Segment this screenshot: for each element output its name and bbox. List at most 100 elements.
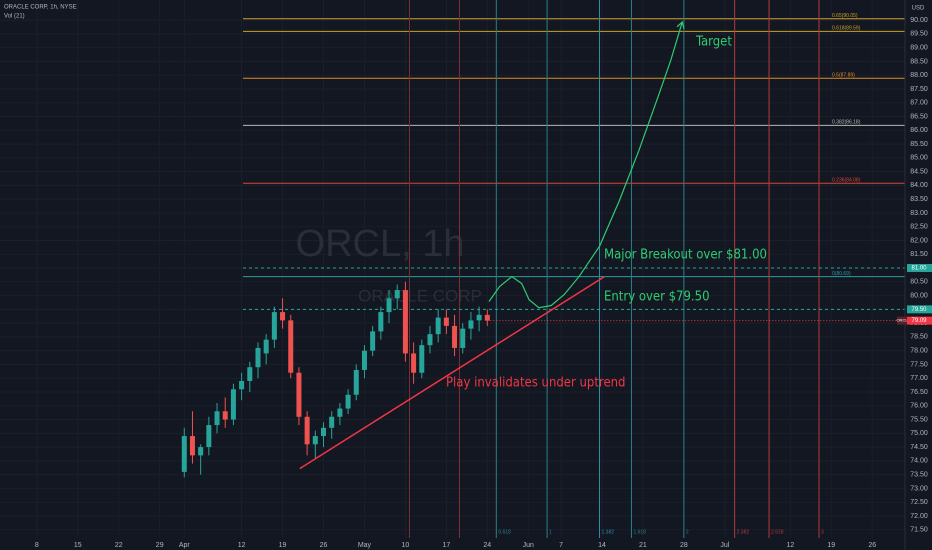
- fib-time-label: 2: [686, 529, 689, 535]
- fib-level-label: 0.5(87.89): [832, 73, 855, 79]
- y-tick-label: 83.50: [910, 196, 928, 203]
- x-tick-label: Jul: [720, 542, 729, 549]
- projection-path: [488, 21, 683, 309]
- price-tag-label: 81.00: [911, 266, 927, 272]
- candle-body: [468, 320, 474, 329]
- x-tick-label: 7: [559, 542, 563, 549]
- candle-body: [435, 317, 441, 335]
- y-tick-label: 72.50: [910, 499, 928, 506]
- x-tick-label: 21: [639, 542, 647, 549]
- y-tick-label: 82.50: [910, 224, 928, 231]
- y-tick-label: 82.00: [910, 237, 928, 244]
- y-tick-label: 90.00: [910, 17, 928, 24]
- candle-body: [214, 411, 220, 426]
- x-tick-label: Jun: [523, 542, 534, 549]
- candle-body: [222, 411, 228, 420]
- x-tick-label: 26: [868, 542, 876, 549]
- y-tick-label: 81.50: [910, 251, 928, 258]
- y-tick-label: 84.00: [910, 182, 928, 189]
- candle-body: [329, 416, 335, 428]
- annotation: Target: [695, 35, 732, 50]
- candle-body: [402, 290, 408, 354]
- candle-body: [386, 298, 392, 313]
- plot: 0.65(90.05) 0.618(89.59) 0.5(87.89) 0.382(8…: [181, 0, 905, 538]
- annotation: Entry over $79.50: [604, 290, 710, 305]
- candle-body: [452, 325, 458, 348]
- candle-body: [312, 436, 318, 445]
- candle-body: [189, 436, 195, 456]
- y-tick-label: 80.50: [910, 279, 928, 286]
- candle-body: [378, 312, 384, 332]
- y-tick-label: 74.50: [910, 444, 928, 451]
- candle-body: [239, 380, 245, 390]
- candle-body: [345, 394, 351, 409]
- y-tick-label: 87.00: [910, 100, 928, 107]
- x-tick-label: 10: [402, 542, 410, 549]
- y-tick-label: 80.00: [910, 292, 928, 299]
- price-tag: [907, 264, 932, 273]
- y-tick-label: 76.50: [910, 389, 928, 396]
- candle-body: [476, 314, 482, 321]
- price-tag-label: 79.50: [911, 307, 927, 313]
- candle-body: [427, 334, 433, 346]
- y-tick-label: 73.50: [910, 471, 928, 478]
- candle-body: [337, 408, 343, 417]
- fib-level-label: 0.382(86.18): [832, 120, 861, 126]
- candle-body: [370, 331, 376, 351]
- price-tag: [907, 316, 932, 325]
- candle-body: [353, 369, 359, 395]
- fib-level-label: 0.65(90.05): [832, 13, 858, 19]
- fib-time-label: 1.618: [633, 529, 646, 535]
- candle-body: [230, 389, 236, 420]
- grid: [0, 0, 905, 538]
- trendline: [299, 275, 605, 470]
- currency: USD: [912, 6, 925, 12]
- candle-body: [271, 312, 277, 340]
- y-tick-label: 83.00: [910, 210, 928, 217]
- candle-body: [419, 345, 425, 373]
- watermark-sub: ORACLE CORP: [358, 286, 482, 305]
- y-tick-label: 84.50: [910, 168, 928, 175]
- fib-time-label: 2.618: [771, 529, 784, 535]
- x-tick-label: 22: [115, 542, 123, 549]
- candle-body: [296, 372, 302, 417]
- candle-body: [321, 427, 327, 437]
- y-tick-label: 87.50: [910, 86, 928, 93]
- candle-body: [288, 320, 294, 373]
- projection-arrowhead: [676, 20, 685, 29]
- y-tick-label: 89.50: [910, 31, 928, 38]
- y-tick-label: 89.00: [910, 45, 928, 52]
- annotation: Play invalidates under uptrend: [446, 376, 626, 391]
- fib-time-label: 1.382: [602, 529, 615, 535]
- candle-body: [361, 350, 367, 370]
- fib-level-label: 0.236(84.08): [832, 178, 861, 184]
- x-tick-label: 29: [156, 542, 164, 549]
- y-tick-label: 86.00: [910, 127, 928, 134]
- candle-body: [411, 353, 417, 373]
- x-tick-label: 28: [680, 542, 688, 549]
- fib-time-label: 0.618: [498, 529, 511, 535]
- x-tick-label: 19: [827, 542, 835, 549]
- candle-body: [263, 339, 269, 354]
- y-tick-label: 73.00: [910, 485, 928, 492]
- x-tick-label: 26: [320, 542, 328, 549]
- candle-body: [255, 347, 261, 368]
- y-tick-label: 88.00: [910, 72, 928, 79]
- x-tick-label: 14: [598, 542, 606, 549]
- candle-body: [198, 447, 204, 456]
- x-tick-label: 19: [279, 542, 287, 549]
- x-tick-label: 12: [786, 542, 794, 549]
- x-tick-label: May: [358, 542, 372, 549]
- candle-body: [304, 416, 310, 445]
- y-tick-label: 85.50: [910, 141, 928, 148]
- price-tag: [907, 305, 932, 314]
- fib-time-label: 2.382: [737, 529, 750, 535]
- candle-body: [443, 317, 449, 326]
- y-tick-label: 77.50: [910, 361, 928, 368]
- chart-title: ORACLE CORP, 1h, NYSE: [4, 5, 77, 11]
- fib-level-label: 0(80.69): [832, 271, 851, 277]
- candle-body: [484, 314, 490, 321]
- candle-body: [394, 290, 400, 299]
